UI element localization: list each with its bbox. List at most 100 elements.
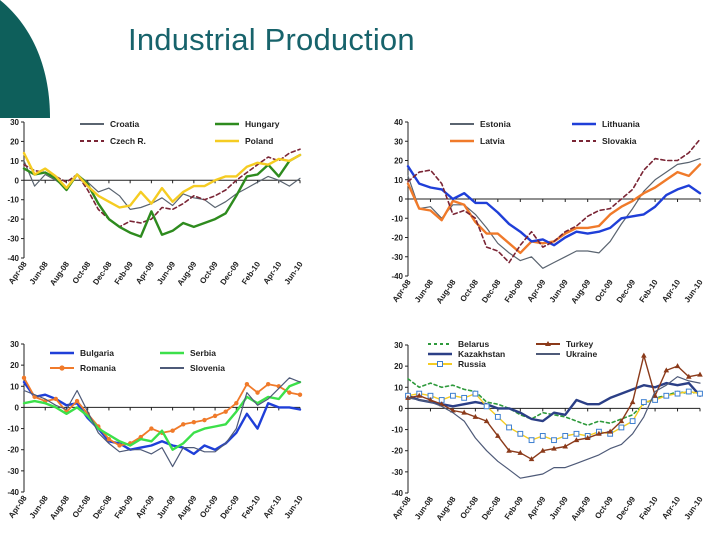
x-tick-label: Aug-09 <box>176 260 199 288</box>
data-point <box>685 373 692 379</box>
x-tick-label: Jun-09 <box>548 278 570 305</box>
x-tick-label: Aug-08 <box>435 495 458 523</box>
x-tick-label: Oct-08 <box>458 495 480 521</box>
data-point <box>106 436 112 442</box>
x-tick-label: Apr-10 <box>261 260 283 286</box>
data-point <box>584 435 591 441</box>
y-tick-label: -10 <box>7 196 19 205</box>
y-tick-label: -20 <box>391 234 403 243</box>
x-tick-label: Dec-08 <box>480 495 503 522</box>
corner-decoration <box>0 0 50 118</box>
data-point <box>53 396 59 402</box>
y-tick-label: -40 <box>391 272 403 281</box>
data-point <box>517 449 524 455</box>
legend-russia: Russia <box>428 359 486 369</box>
y-tick-label: 0 <box>15 176 20 185</box>
y-tick-label: 0 <box>15 403 20 412</box>
data-point <box>223 409 228 414</box>
legend-latvia: Latvia <box>450 136 505 146</box>
data-point <box>539 433 546 439</box>
data-point <box>652 392 658 398</box>
series-russia <box>405 388 703 444</box>
series-ukraine <box>407 376 701 479</box>
y-tick-label: 10 <box>394 383 403 392</box>
legend-marker <box>437 361 443 367</box>
y-tick-label: 10 <box>394 176 403 185</box>
series-turkey <box>405 352 703 462</box>
legend-belarus: Belarus <box>428 339 489 349</box>
x-tick-label: Jun-08 <box>28 494 50 521</box>
data-point <box>652 397 658 403</box>
x-tick-label: Dec-08 <box>480 278 503 305</box>
legend-slovakia: Slovakia <box>572 136 637 146</box>
x-tick-label: Feb-10 <box>240 260 262 287</box>
series-line <box>407 376 701 479</box>
data-point <box>596 430 602 436</box>
y-tick-label: -30 <box>7 467 19 476</box>
legend-label: Ukraine <box>566 349 597 359</box>
x-tick-label: Feb-10 <box>638 495 660 522</box>
data-point <box>191 420 197 425</box>
data-point <box>551 445 557 451</box>
data-point <box>697 390 703 397</box>
data-point <box>117 443 122 448</box>
legend-hungary: Hungary <box>215 119 280 129</box>
series-line <box>407 138 701 264</box>
data-point <box>663 392 670 399</box>
data-point <box>181 422 186 427</box>
data-point <box>472 413 479 419</box>
legend-slovenia: Slovenia <box>160 363 225 373</box>
x-tick-label: Apr-08 <box>391 495 413 521</box>
x-tick-label: Aug-08 <box>48 494 71 522</box>
series-line <box>406 381 702 423</box>
data-point <box>663 367 670 373</box>
legend-croatia: Croatia <box>80 119 140 129</box>
data-point <box>685 388 692 395</box>
page-title: Industrial Production <box>128 22 415 57</box>
legend-label: Romania <box>80 363 116 373</box>
data-point <box>629 399 636 405</box>
x-tick-label: Oct-08 <box>458 278 480 304</box>
legend-label: Turkey <box>566 339 594 349</box>
legend-turkey: Turkey <box>536 339 594 349</box>
data-point <box>472 390 479 397</box>
data-point <box>21 375 27 381</box>
data-point <box>438 401 445 407</box>
data-point <box>149 426 154 431</box>
series-lithuania <box>406 165 702 247</box>
x-tick-label: Jun-10 <box>282 494 304 521</box>
y-tick-label: 20 <box>394 157 403 166</box>
legend-label: Czech R. <box>110 136 146 146</box>
y-tick-label: 30 <box>394 137 403 146</box>
legend-label: Belarus <box>458 339 489 349</box>
y-tick-label: -40 <box>391 489 403 498</box>
data-point <box>640 399 647 405</box>
y-tick-label: 0 <box>399 404 404 413</box>
x-tick-label: Feb-09 <box>113 260 135 287</box>
data-point <box>506 447 512 453</box>
series-line <box>22 151 302 209</box>
data-point <box>461 394 468 401</box>
data-point <box>562 433 569 439</box>
data-point <box>74 398 80 404</box>
x-tick-label: Apr-10 <box>660 495 682 521</box>
x-tick-label: Aug-09 <box>176 494 199 522</box>
x-tick-label: Aug-08 <box>48 260 71 288</box>
x-tick-label: Dec-08 <box>91 260 114 287</box>
x-tick-label: Dec-09 <box>219 494 242 521</box>
series-slovenia <box>23 377 301 468</box>
series-line <box>407 158 701 269</box>
legend-estonia: Estonia <box>450 119 511 129</box>
y-tick-label: -10 <box>391 426 403 435</box>
data-point <box>495 432 501 438</box>
x-tick-label: Oct-09 <box>198 494 220 520</box>
x-tick-label: Apr-08 <box>7 494 29 520</box>
legend-label: Russia <box>458 359 486 369</box>
legend-label: Estonia <box>480 119 511 129</box>
x-tick-label: Oct-09 <box>593 495 615 521</box>
x-tick-label: Oct-08 <box>71 260 93 286</box>
data-point <box>483 403 490 410</box>
x-tick-label: Jun-08 <box>413 495 435 522</box>
